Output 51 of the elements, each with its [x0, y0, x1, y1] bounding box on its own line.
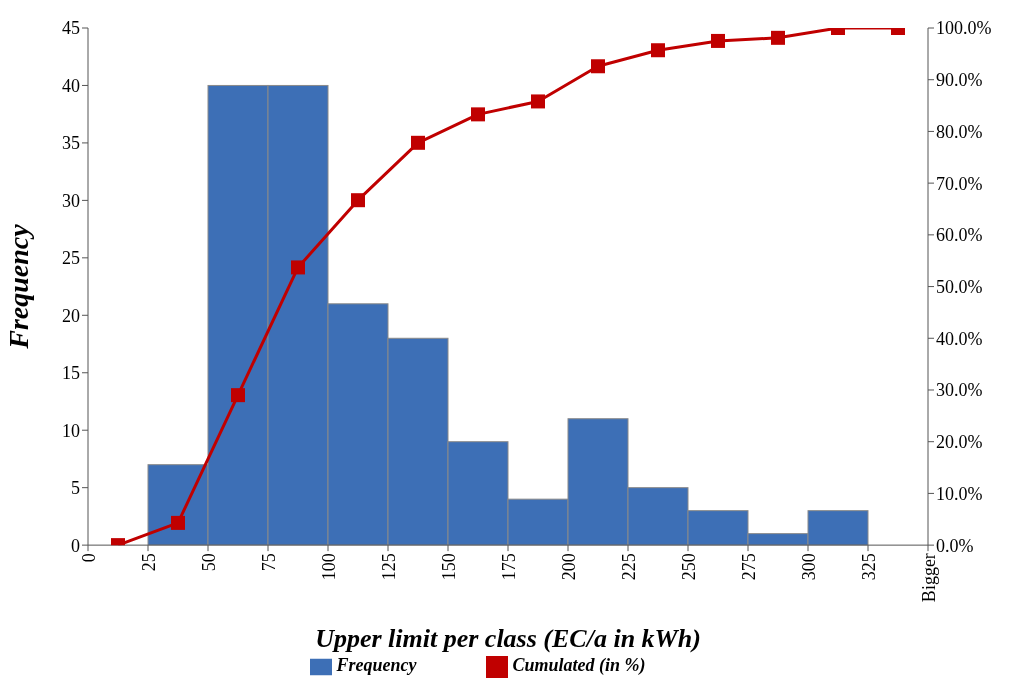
x-tick-label: 25 — [138, 553, 159, 572]
y2-tick-label: 0.0% — [936, 535, 974, 556]
point — [171, 515, 185, 530]
point — [711, 33, 725, 48]
point — [411, 135, 425, 150]
x-tick-label: 325 — [858, 553, 879, 581]
y-tick-label: 45 — [62, 18, 80, 39]
x-tick-label: 50 — [198, 553, 219, 572]
y2-tick-label: 90.0% — [936, 70, 983, 91]
y-tick-label: 30 — [62, 190, 80, 211]
y2-tick-label: 60.0% — [936, 225, 983, 246]
y2-tick-label: 70.0% — [936, 173, 983, 194]
point — [531, 94, 545, 109]
point — [351, 193, 365, 208]
x-tick-label: 100 — [318, 553, 339, 581]
y2-tick-label: 80.0% — [936, 121, 983, 142]
point — [591, 59, 605, 74]
y-tick-label: 5 — [71, 478, 80, 499]
y2-tick-label: 50.0% — [936, 276, 983, 297]
point — [771, 30, 785, 45]
x-tick-label: 150 — [438, 553, 459, 581]
x-tick-label: 200 — [558, 553, 579, 581]
y-tick-label: 15 — [62, 363, 80, 384]
y-tick-label: 10 — [62, 420, 80, 441]
y2-tick-label: 20.0% — [936, 432, 983, 453]
x-tick-label: 225 — [618, 553, 639, 581]
y2-tick-label: 30.0% — [936, 380, 983, 401]
x-axis-title: Upper limit per class (EC/a in kWh) — [315, 624, 701, 654]
x-tick-label: 0 — [78, 553, 99, 563]
y-tick-label: 0 — [71, 535, 80, 556]
y-axis-title: Frequency — [2, 223, 34, 350]
point — [651, 43, 665, 58]
y2-tick-label: 100.0% — [936, 18, 992, 39]
y-tick-label: 25 — [62, 248, 80, 269]
y2-tick-label: 40.0% — [936, 328, 983, 349]
x-tick-label: 250 — [678, 553, 699, 581]
x-tick-label: 175 — [498, 553, 519, 581]
y-tick-label: 40 — [62, 75, 80, 96]
x-tick-label: 275 — [738, 553, 759, 581]
x-tick-label: 75 — [258, 553, 279, 572]
x-tick-label: 125 — [378, 553, 399, 581]
x-tick-label: 300 — [798, 553, 819, 581]
y2-tick-label: 10.0% — [936, 483, 983, 504]
legend-label: Frequency — [336, 655, 417, 676]
y-tick-label: 20 — [62, 305, 80, 326]
point — [471, 107, 485, 122]
point — [231, 388, 245, 403]
y-tick-label: 35 — [62, 133, 80, 154]
x-tick-label: Bigger — [918, 553, 939, 603]
legend-label: Cumulated (in %) — [512, 655, 646, 676]
point — [291, 260, 305, 275]
